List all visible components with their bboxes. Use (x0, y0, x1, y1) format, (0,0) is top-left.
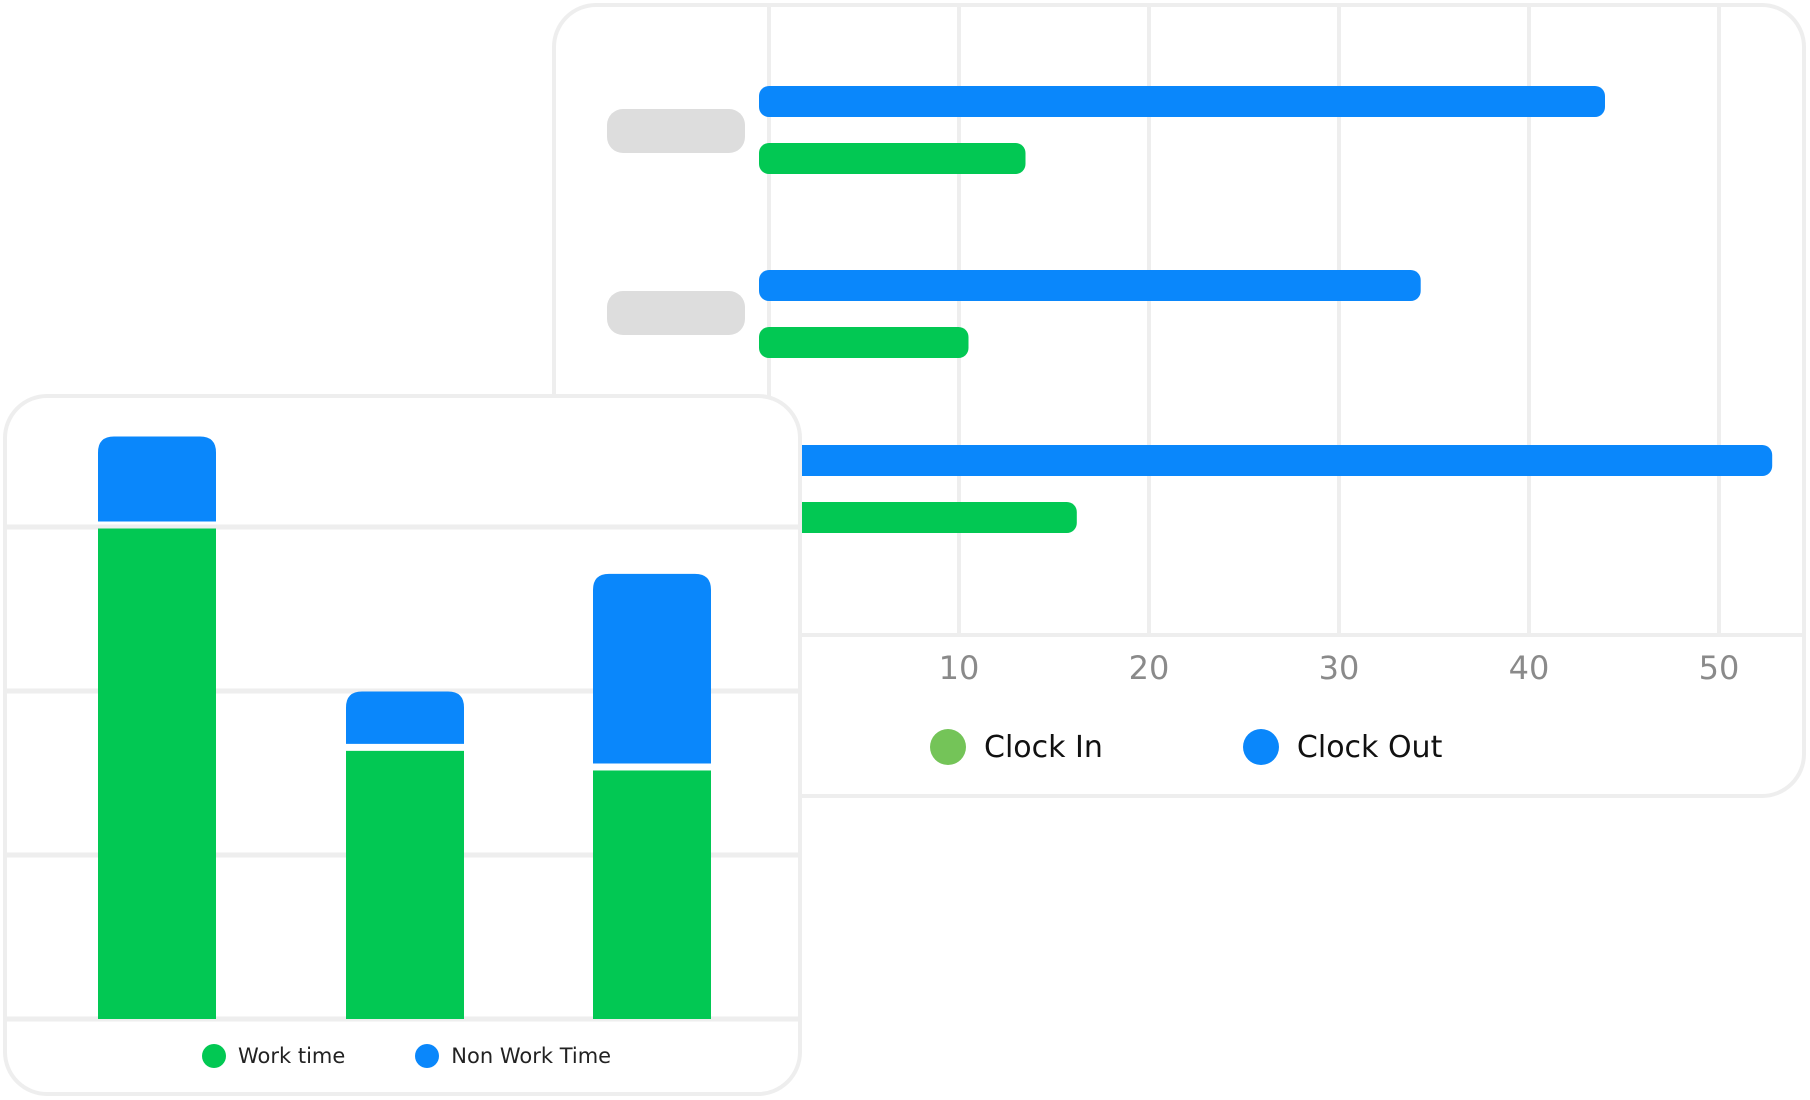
legend-label-non-work-time: Non Work Time (451, 1044, 612, 1068)
work-time-chart-card: Work time Non Work Time (3, 394, 802, 1096)
legend-item-work-time: Work time (202, 1044, 345, 1068)
x-tick-label-30: 30 (1319, 649, 1360, 687)
bar-work-time-3 (593, 770, 711, 1019)
category-label-placeholder-1 (607, 109, 745, 153)
legend-label-work-time: Work time (238, 1044, 346, 1068)
legend-swatch-non-work-time (415, 1044, 440, 1068)
legend-item-clock-in: Clock In (930, 729, 1103, 765)
bar-clock-out-1 (759, 86, 1605, 117)
legend-label-clock-out: Clock Out (1296, 729, 1443, 765)
bar-non-work-time-1 (98, 436, 216, 522)
legend-label-clock-in: Clock In (984, 729, 1103, 765)
category-label-placeholder-2 (607, 291, 745, 335)
bar-non-work-time-2 (346, 691, 464, 744)
legend-swatch-work-time (202, 1044, 226, 1068)
x-tick-label-10: 10 (939, 649, 980, 687)
legend-item-non-work-time: Non Work Time (415, 1044, 611, 1068)
legend-swatch-clock-in (930, 729, 966, 765)
bar-non-work-time-3 (593, 573, 711, 764)
clock-chart-legend: Clock In Clock Out (930, 729, 1582, 765)
bar-clock-in-1 (759, 143, 1026, 174)
legend-item-clock-out: Clock Out (1242, 729, 1443, 765)
work-time-stacked-chart (7, 436, 798, 1022)
bar-work-time-2 (346, 750, 464, 1019)
legend-swatch-clock-out (1242, 729, 1279, 765)
bar-clock-out-3 (759, 445, 1773, 476)
bar-clock-in-3 (759, 502, 1077, 533)
x-tick-label-20: 20 (1129, 649, 1170, 687)
bar-clock-in-2 (759, 327, 969, 358)
x-tick-label-50: 50 (1699, 649, 1740, 687)
bar-work-time-1 (98, 528, 216, 1019)
x-tick-label-40: 40 (1509, 649, 1550, 687)
work-time-chart-legend: Work time Non Work Time (202, 1044, 681, 1068)
bar-clock-out-2 (759, 270, 1421, 301)
